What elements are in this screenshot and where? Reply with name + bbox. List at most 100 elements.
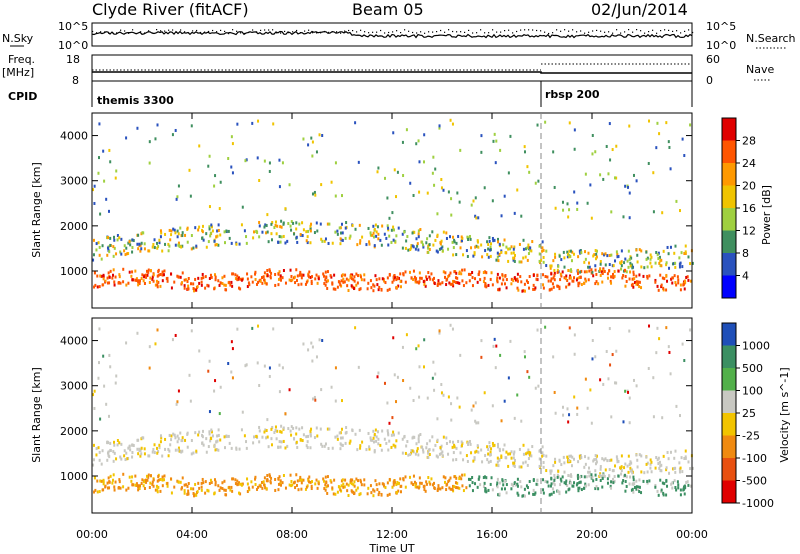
power-cell [417, 229, 420, 233]
velocity-cell [95, 453, 98, 457]
velocity-cell [372, 436, 375, 440]
power-cell [388, 216, 391, 220]
power-cell [488, 236, 491, 240]
velocity-cell [128, 475, 131, 479]
velocity-cell [402, 379, 405, 383]
power-cell [606, 254, 609, 258]
colorbar-swatch [722, 118, 736, 141]
power-cell [399, 272, 402, 276]
velocity-cell [131, 483, 134, 487]
power-cell [107, 271, 110, 275]
velocity-cell [627, 454, 630, 458]
power-cell [410, 246, 413, 250]
power-cell [369, 231, 372, 235]
power-cell [436, 282, 439, 286]
power-cell [224, 283, 227, 287]
velocity-cell [141, 436, 144, 440]
power-cell [666, 245, 669, 249]
power-cell [527, 252, 530, 256]
power-cell [298, 222, 301, 226]
velocity-cell [207, 489, 210, 493]
power-cell [680, 251, 683, 255]
power-cell [489, 277, 492, 281]
power-cell [632, 270, 635, 274]
power-cell [169, 272, 172, 276]
velocity-cell [294, 486, 297, 490]
power-cell [116, 238, 119, 242]
power-cell [395, 195, 398, 199]
power-cell [440, 239, 443, 243]
power-cell [395, 278, 398, 282]
velocity-cell [532, 492, 535, 496]
velocity-cell [510, 456, 513, 460]
power-cell [387, 243, 390, 247]
x-tick-label: 08:00 [276, 528, 308, 541]
power-cell [614, 176, 617, 180]
velocity-cell [305, 485, 308, 489]
power-cell [445, 236, 448, 240]
power-cell [194, 277, 197, 281]
power-cell [238, 242, 241, 246]
velocity-cell [246, 490, 249, 494]
velocity-cell [575, 483, 578, 487]
velocity-cell [146, 478, 149, 482]
power-cell [327, 279, 330, 283]
velocity-cell [173, 485, 176, 489]
velocity-cell [245, 446, 248, 450]
velocity-cell [583, 465, 586, 469]
power-cell [619, 261, 622, 265]
power-cell [585, 279, 588, 283]
velocity-cell [684, 449, 687, 453]
power-cell [372, 231, 375, 235]
power-cell [255, 229, 258, 233]
velocity-cell [505, 483, 508, 487]
velocity-cell [244, 364, 247, 368]
velocity-cell [216, 434, 219, 438]
power-cell [154, 137, 157, 141]
power-cell [118, 273, 121, 277]
velocity-cell [410, 449, 413, 453]
velocity-cell [553, 483, 556, 487]
velocity-cell [326, 427, 329, 431]
power-cell [337, 280, 340, 284]
power-cell [631, 282, 634, 286]
velocity-cell [568, 458, 571, 462]
power-cell [106, 253, 109, 257]
power-cell [156, 285, 159, 289]
velocity-cell [512, 484, 515, 488]
velocity-cell [412, 450, 415, 454]
power-cell [154, 283, 157, 287]
velocity-cell [474, 401, 477, 405]
power-cell [108, 148, 111, 152]
velocity-cell [563, 470, 566, 474]
velocity-cell [181, 436, 184, 440]
velocity-cell [381, 429, 384, 433]
velocity-cell [277, 488, 280, 492]
power-cell [122, 280, 125, 284]
velocity-cell [175, 402, 178, 406]
power-cell [144, 273, 147, 277]
velocity-cell [274, 425, 277, 429]
power-cell [129, 243, 132, 247]
power-cell [209, 231, 212, 235]
power-cell [633, 277, 636, 281]
velocity-scatter [92, 323, 694, 498]
power-cell [196, 285, 199, 289]
velocity-cell [326, 491, 329, 495]
power-cell [257, 280, 260, 284]
power-cell [491, 199, 494, 203]
power-cell [167, 249, 170, 253]
noise-search-dot [632, 31, 634, 33]
power-cell [640, 249, 643, 253]
velocity-cell [460, 440, 463, 444]
velocity-cell [297, 488, 300, 492]
velocity-cell [552, 355, 555, 359]
power-cell [355, 272, 358, 276]
velocity-cell [263, 476, 266, 480]
velocity-cell [635, 384, 638, 388]
power-cell [559, 272, 562, 276]
velocity-cell [296, 445, 299, 449]
velocity-cell [594, 487, 597, 491]
power-cell [198, 281, 201, 285]
power-cell [448, 281, 451, 285]
